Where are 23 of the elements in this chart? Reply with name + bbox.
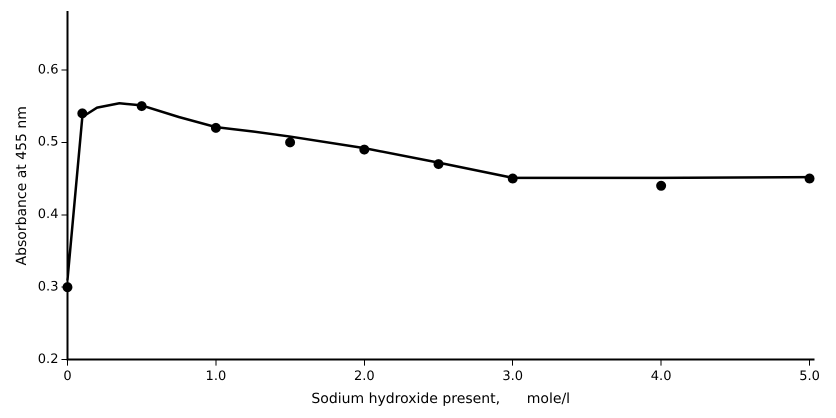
x-tick-label: 0 [63, 368, 72, 384]
point [77, 108, 88, 118]
x-tick-label: 1.0 [206, 368, 226, 384]
point [210, 122, 221, 133]
point [434, 159, 444, 170]
x-tick-label: 2.0 [354, 368, 375, 384]
y-axis-title: Absorbance at 455 nm [14, 106, 30, 266]
y-tick-label: 0.2 [38, 352, 58, 367]
y-tick-label: 0.5 [38, 134, 58, 150]
x-tick-label: 3.0 [502, 368, 524, 384]
y-tick-label: 0.3 [38, 280, 58, 295]
x-tick-label: 5.0 [799, 368, 820, 384]
point [359, 144, 370, 155]
point [136, 101, 147, 112]
point [62, 282, 72, 292]
y-tick-label: 0.6 [38, 62, 58, 78]
point [508, 174, 518, 184]
x-axis-title: Sodium hydroxide present, mole/l [311, 391, 570, 408]
point [804, 174, 815, 184]
y-tick-label: 0.4 [38, 207, 58, 222]
x-tick-label: 4.0 [650, 368, 672, 384]
point [285, 137, 296, 148]
point [656, 180, 666, 191]
